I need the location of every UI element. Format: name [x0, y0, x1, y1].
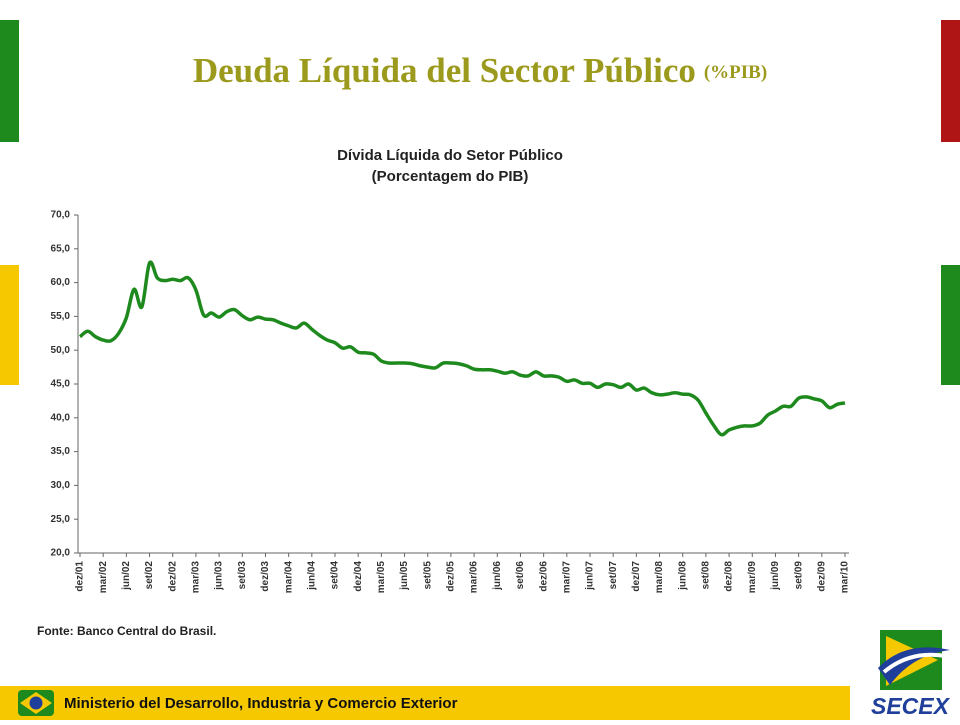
x-tick-label: set/09: [793, 561, 804, 590]
x-tick-label: dez/08: [724, 561, 735, 592]
x-tick-label: mar/06: [469, 561, 480, 594]
x-tick-label: jun/06: [492, 561, 503, 591]
footer-flag: [18, 690, 54, 716]
x-tick-label: jun/02: [121, 561, 132, 591]
x-tick-label: set/07: [608, 561, 619, 590]
chart-subtitle: (Porcentagem do PIB): [372, 168, 529, 185]
x-tick-label: dez/06: [538, 561, 549, 592]
x-tick-label: jun/08: [677, 561, 688, 591]
x-tick-label: mar/10: [840, 561, 851, 594]
x-tick-label: jun/05: [399, 561, 410, 591]
slide-title-suffix: (%PIB): [704, 62, 767, 83]
x-tick-label: dez/01: [75, 561, 86, 592]
x-tick-label: set/02: [144, 561, 155, 590]
x-tick-label: mar/07: [561, 561, 572, 594]
y-tick-label: 30,0: [51, 480, 71, 491]
footer-text: Ministerio del Desarrollo, Industria y C…: [64, 695, 458, 712]
x-tick-label: jun/09: [770, 561, 781, 591]
x-tick-label: dez/05: [446, 561, 457, 592]
side-bar-yellow: [0, 265, 19, 385]
x-tick-label: dez/07: [631, 561, 642, 592]
data-line: [78, 260, 846, 437]
x-tick-label: mar/08: [654, 561, 665, 594]
x-tick-label: set/04: [330, 561, 341, 590]
y-tick-label: 25,0: [51, 514, 71, 525]
plot: 20,0 25,0 30,0 35,0 40,0 45,0 50,0 55,0 60,0 65,0…: [51, 210, 851, 594]
x-tick-label: set/05: [422, 561, 433, 590]
y-tick-label: 20,0: [51, 548, 71, 559]
x-tick-label: mar/02: [98, 561, 109, 594]
y-tick-label: 65,0: [51, 243, 71, 254]
x-tick-label: mar/03: [191, 561, 202, 594]
side-bar-green-right: [941, 265, 960, 385]
x-tick-label: jun/03: [214, 561, 225, 591]
x-tick-label: set/08: [701, 561, 712, 590]
footer-bar: [0, 686, 850, 720]
y-tick-label: 60,0: [51, 277, 71, 288]
x-tick-label: jun/07: [585, 561, 596, 591]
side-bar-green: [0, 20, 19, 142]
x-tick-label: set/03: [237, 561, 248, 590]
y-tick-label: 35,0: [51, 446, 71, 457]
x-tick-label: set/06: [515, 561, 526, 590]
chart-title: Dívida Líquida do Setor Público: [337, 147, 563, 164]
secex-logo: [878, 630, 950, 690]
x-tick-label: dez/03: [260, 561, 271, 592]
slide-title: Deuda Líquida del Sector Público (%PIB): [193, 51, 767, 90]
x-tick-label: dez/09: [816, 561, 827, 592]
x-tick-label: mar/09: [747, 561, 758, 594]
y-tick-label: 70,0: [51, 210, 71, 221]
y-tick-label: 50,0: [51, 345, 71, 356]
chart-source: Fonte: Banco Central do Brasil.: [37, 624, 216, 638]
y-tick-label: 55,0: [51, 311, 71, 322]
x-tick-label: mar/05: [376, 561, 387, 594]
y-tick-label: 45,0: [51, 379, 71, 390]
secex-logo-text: SECEX: [871, 693, 951, 719]
side-bar-red: [941, 20, 960, 142]
x-tick-label: dez/04: [353, 561, 364, 592]
slide-title-main: Deuda Líquida del Sector Público: [193, 51, 696, 90]
x-tick-label: mar/04: [283, 561, 294, 594]
x-tick-label: jun/04: [306, 561, 317, 591]
y-tick-label: 40,0: [51, 412, 71, 423]
x-tick-label: dez/02: [167, 561, 178, 592]
